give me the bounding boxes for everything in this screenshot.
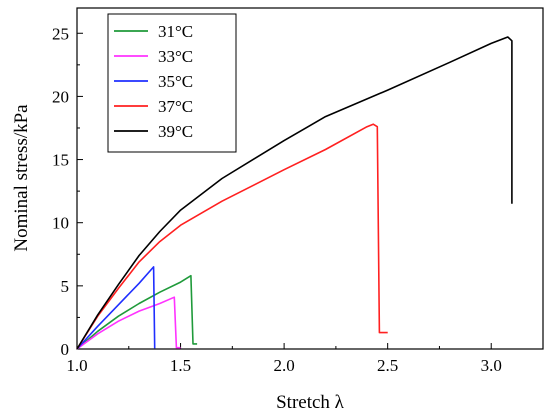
legend-label: 31°C <box>158 22 193 41</box>
plot-frame <box>76 7 544 350</box>
legend-items: 31°C 33°C 35°C 37°C 39°C <box>114 22 193 141</box>
x-axis-title: Stretch λ <box>276 392 345 413</box>
x-tick-label: 2.0 <box>273 356 294 375</box>
y-axis-ticks: 0 5 10 15 20 25 <box>52 24 83 359</box>
legend-label: 33°C <box>158 47 193 66</box>
series-line <box>76 36 513 350</box>
legend: 31°C 33°C 35°C 37°C 39°C <box>107 13 237 153</box>
legend-label: 37°C <box>158 97 193 116</box>
series-line <box>76 274 198 350</box>
x-tick-label: 1.0 <box>66 356 87 375</box>
y-tick-label: 25 <box>52 24 69 43</box>
series-line <box>76 266 156 350</box>
y-tick-label: 10 <box>52 214 69 233</box>
x-axis-ticks: 1.0 1.5 2.0 2.5 3.0 <box>66 343 502 375</box>
series-lines <box>76 36 513 350</box>
legend-label: 35°C <box>158 72 193 91</box>
series-line <box>76 296 181 350</box>
x-tick-label: 3.0 <box>481 356 502 375</box>
x-tick-label: 2.5 <box>377 356 398 375</box>
legend-label: 39°C <box>158 122 193 141</box>
y-axis-title: Nominal stress/kPa <box>11 104 32 252</box>
series-line <box>76 123 388 350</box>
y-tick-label: 0 <box>61 340 70 359</box>
y-tick-label: 5 <box>61 277 70 296</box>
y-tick-label: 15 <box>52 151 69 170</box>
y-tick-label: 20 <box>52 87 69 106</box>
x-tick-label: 1.5 <box>170 356 191 375</box>
legend-box <box>107 13 237 153</box>
